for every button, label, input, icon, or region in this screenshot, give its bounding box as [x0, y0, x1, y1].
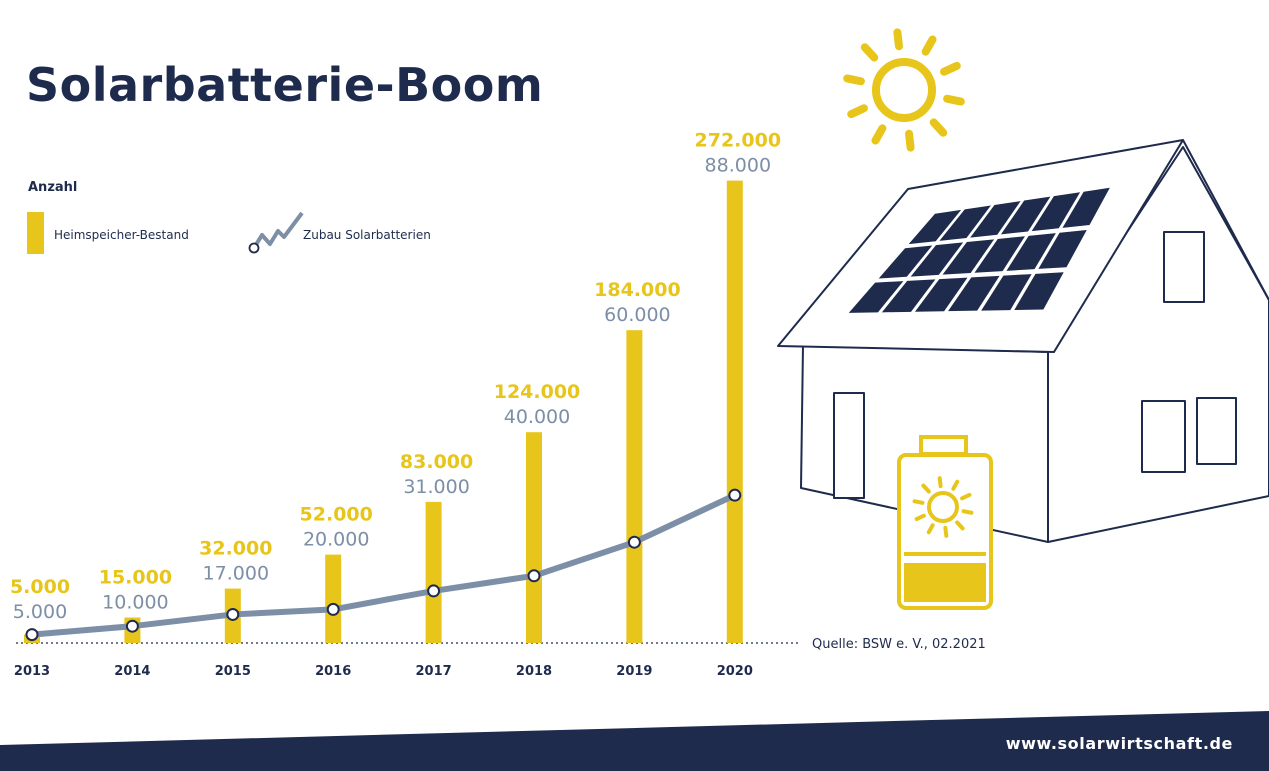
legend-swatch-bestand [27, 212, 44, 254]
label-zubau-2013: 5.000 [13, 601, 67, 623]
house-window-right [1196, 397, 1237, 465]
bar-series [24, 180, 743, 643]
bar-2020 [726, 180, 743, 643]
label-zubau-2019: 60.000 [604, 304, 670, 326]
line-series [25, 488, 742, 642]
line-point-2019 [627, 535, 641, 549]
line-point-2017 [427, 584, 441, 598]
bar-2018 [526, 432, 542, 643]
label-zubau-2015: 17.000 [203, 563, 269, 585]
legend-label-zubau: Zubau Solarbatterien [303, 228, 431, 242]
label-bestand-2019: 184.000 [594, 279, 681, 301]
line-point-2014 [125, 619, 139, 633]
house-window-top [1163, 231, 1205, 303]
bar-2017 [425, 501, 442, 643]
website-url: www.solarwirtschaft.de [1005, 734, 1233, 753]
x-tick-2016: 2016 [315, 664, 351, 679]
line-point-2015 [226, 607, 240, 621]
sun-icon [872, 58, 936, 122]
line-point-2013 [25, 628, 39, 642]
battery-sun-rays [912, 476, 974, 538]
line-point-2020 [728, 488, 742, 502]
bar-2016 [325, 554, 342, 643]
legend: Anzahl Heimspeicher-Bestand Zubau Solarb… [27, 180, 431, 254]
x-axis-ticks: 2013 2014 2015 2016 2017 2018 2019 2020 [14, 664, 753, 679]
line-zubau [31, 492, 737, 638]
x-tick-2013: 2013 [14, 664, 50, 679]
line-point-2016 [326, 602, 340, 616]
line-point-2018 [527, 569, 541, 583]
x-tick-2015: 2015 [215, 664, 251, 679]
legend-line-icon [248, 211, 304, 254]
house-door [833, 392, 865, 499]
x-tick-2020: 2020 [717, 664, 753, 679]
sun-rays [843, 28, 965, 152]
house-window-left [1141, 400, 1186, 473]
label-bestand-2020: 272.000 [695, 130, 782, 152]
x-tick-2014: 2014 [114, 664, 150, 679]
label-bestand-2016: 52.000 [300, 504, 373, 526]
label-bestand-2017: 83.000 [400, 451, 473, 473]
label-zubau-2016: 20.000 [303, 529, 369, 551]
solar-panel-icon [848, 187, 1110, 313]
source-note: Quelle: BSW e. V., 02.2021 [812, 637, 986, 652]
x-tick-2017: 2017 [416, 664, 452, 679]
y-axis-label: Anzahl [28, 180, 77, 195]
label-zubau-2017: 31.000 [403, 476, 469, 498]
label-bestand-2014: 15.000 [99, 567, 172, 589]
value-labels: 5.000 5.000 15.000 10.000 32.000 17.000 52.000… [10, 130, 781, 623]
label-bestand-2015: 32.000 [199, 538, 272, 560]
x-tick-2018: 2018 [516, 664, 552, 679]
label-bestand-2013: 5.000 [10, 576, 70, 598]
chart-title: Solarbatterie-Boom [26, 58, 544, 112]
label-zubau-2018: 40.000 [504, 406, 570, 428]
label-zubau-2020: 88.000 [705, 155, 771, 177]
x-tick-2019: 2019 [616, 664, 652, 679]
label-zubau-2014: 10.000 [102, 592, 168, 614]
bar-2019 [626, 330, 643, 643]
label-bestand-2018: 124.000 [494, 381, 581, 403]
legend-label-bestand: Heimspeicher-Bestand [54, 228, 189, 242]
